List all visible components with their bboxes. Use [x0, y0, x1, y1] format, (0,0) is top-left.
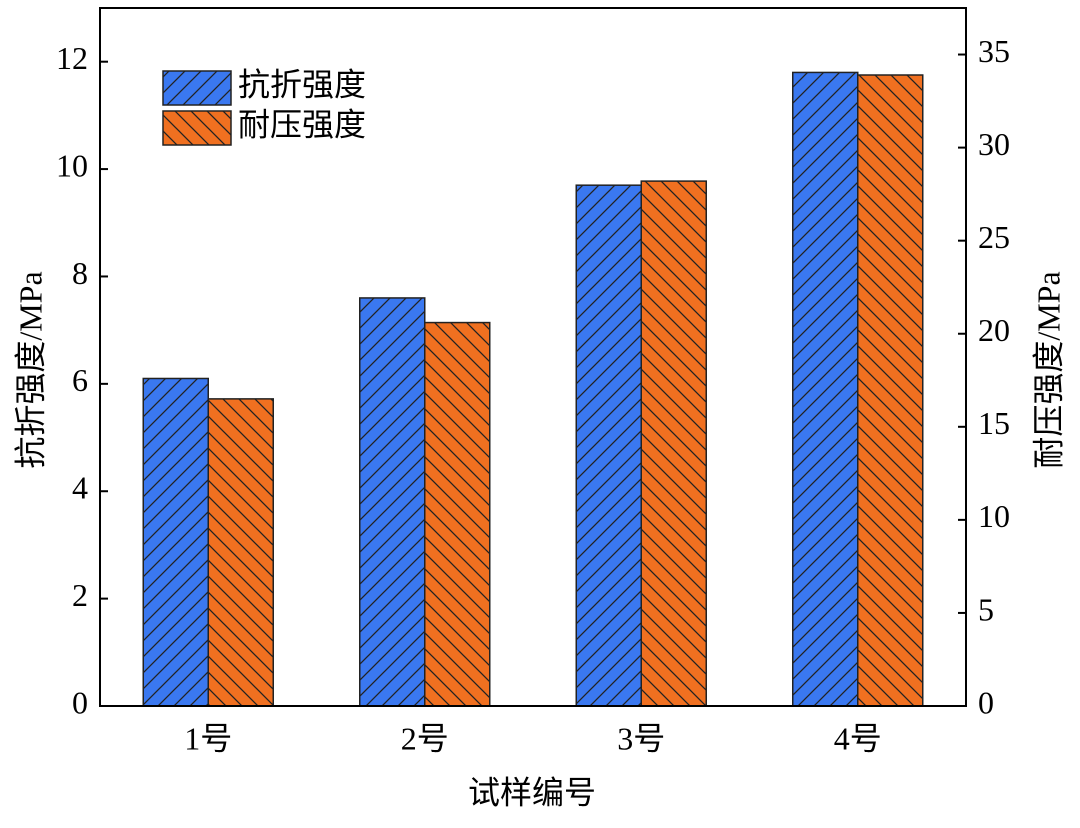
y2-tick-label: 15 — [978, 405, 1010, 441]
bar — [857, 74, 924, 707]
y-axis-title: 抗折强度/MPa — [12, 271, 48, 468]
bar — [575, 184, 642, 707]
y-tick-label: 6 — [72, 362, 88, 398]
y2-tick-label: 5 — [978, 591, 994, 627]
y2-tick-label: 20 — [978, 312, 1010, 348]
bar — [424, 321, 491, 707]
x-tick-label: 3号 — [617, 720, 665, 756]
bar — [640, 180, 707, 707]
bar — [792, 71, 859, 707]
y-tick-label: 12 — [56, 40, 88, 76]
y2-tick-label: 30 — [978, 126, 1010, 162]
bar — [359, 297, 426, 707]
y-tick-label: 8 — [72, 255, 88, 291]
y2-tick-label: 25 — [978, 219, 1010, 255]
legend-label: 耐压强度 — [238, 106, 366, 142]
legend-swatch — [162, 110, 232, 146]
x-tick-label: 1号 — [184, 720, 232, 756]
bar — [142, 377, 209, 707]
x-axis-title: 试样编号 — [468, 774, 596, 810]
y-tick-label: 10 — [56, 147, 88, 183]
plot-frame — [99, 7, 967, 707]
y-tick-label: 0 — [72, 684, 88, 720]
legend-label: 抗折强度 — [238, 66, 366, 102]
y2-axis-title: 耐压强度/MPa — [1030, 271, 1066, 468]
x-tick-label: 4号 — [834, 720, 882, 756]
bar — [207, 398, 274, 707]
y-tick-label: 2 — [72, 577, 88, 613]
legend-swatch — [162, 70, 232, 106]
y2-tick-label: 0 — [978, 684, 994, 720]
x-tick-label: 2号 — [401, 720, 449, 756]
y2-tick-label: 10 — [978, 498, 1010, 534]
y-tick-label: 4 — [72, 470, 88, 506]
y2-tick-label: 35 — [978, 33, 1010, 69]
